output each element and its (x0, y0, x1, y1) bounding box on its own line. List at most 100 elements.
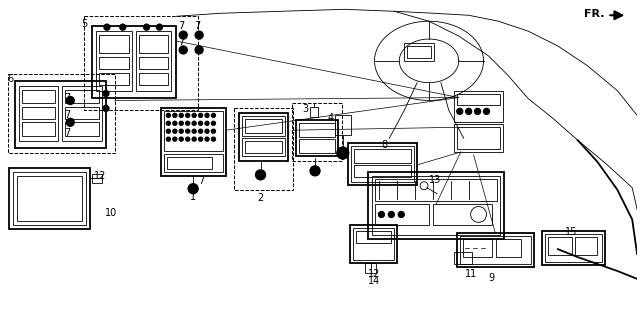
Bar (139, 57, 168, 69)
Bar (65, 90, 99, 104)
Bar (349, 225, 397, 263)
Circle shape (179, 113, 183, 117)
Circle shape (211, 137, 216, 141)
Circle shape (195, 46, 203, 54)
Text: 7: 7 (179, 37, 184, 47)
Bar (244, 119, 282, 133)
Circle shape (205, 121, 209, 125)
Bar (372, 176, 500, 235)
Text: 7: 7 (64, 128, 70, 138)
Text: 9: 9 (488, 273, 495, 283)
Circle shape (337, 147, 349, 159)
Text: FR.: FR. (584, 9, 604, 19)
Text: 1: 1 (190, 192, 196, 202)
Bar (497, 239, 521, 257)
Circle shape (188, 184, 198, 194)
Text: 5: 5 (81, 19, 88, 29)
Text: 15: 15 (564, 227, 577, 237)
Circle shape (310, 166, 320, 176)
Bar (168, 157, 212, 169)
Text: 14: 14 (369, 276, 381, 286)
Bar (92, 26, 176, 98)
Circle shape (198, 137, 203, 141)
Bar (356, 231, 391, 243)
Circle shape (143, 24, 150, 30)
Bar (62, 86, 102, 141)
Bar (296, 120, 338, 156)
Bar (9, 168, 90, 229)
Bar (19, 86, 58, 141)
Bar (463, 239, 492, 257)
Circle shape (67, 118, 74, 126)
Bar (457, 127, 500, 149)
Bar (542, 231, 605, 265)
Circle shape (388, 211, 394, 217)
Circle shape (186, 113, 189, 117)
Bar (65, 108, 99, 119)
Bar (17, 176, 82, 221)
Circle shape (173, 121, 177, 125)
Circle shape (198, 113, 203, 117)
Text: 3: 3 (302, 104, 308, 114)
Bar (242, 116, 285, 136)
Circle shape (179, 31, 188, 39)
Circle shape (166, 113, 170, 117)
Bar (22, 122, 56, 136)
Bar (548, 237, 572, 255)
Circle shape (484, 108, 490, 114)
Bar (545, 234, 602, 262)
Bar (367, 172, 504, 239)
Circle shape (192, 129, 196, 133)
Circle shape (255, 170, 266, 180)
Circle shape (186, 129, 189, 133)
Circle shape (378, 211, 385, 217)
Bar (299, 123, 335, 137)
Bar (310, 108, 318, 117)
Bar (99, 35, 129, 53)
Bar (139, 73, 168, 85)
Bar (99, 73, 129, 85)
Bar (575, 237, 596, 255)
Bar (15, 81, 106, 148)
Bar (454, 91, 503, 122)
Bar (454, 124, 503, 152)
Bar (8, 74, 115, 153)
Circle shape (475, 108, 481, 114)
Text: 7: 7 (179, 21, 184, 31)
Bar (353, 228, 394, 260)
Bar (96, 31, 132, 91)
Circle shape (120, 24, 125, 30)
Bar (433, 204, 492, 225)
Circle shape (211, 129, 216, 133)
Circle shape (398, 211, 404, 217)
Bar (13, 172, 86, 225)
Text: 7: 7 (64, 110, 70, 120)
Bar (239, 113, 288, 161)
Bar (407, 46, 431, 58)
Circle shape (205, 129, 209, 133)
Circle shape (466, 108, 472, 114)
Text: 4: 4 (328, 113, 334, 123)
Circle shape (186, 121, 189, 125)
Bar (299, 139, 335, 153)
Bar (374, 204, 429, 225)
Circle shape (198, 129, 203, 133)
Text: 10: 10 (105, 207, 117, 218)
Bar (348, 143, 417, 185)
Text: 7: 7 (198, 176, 204, 186)
Circle shape (192, 113, 196, 117)
Circle shape (103, 91, 109, 96)
Bar (234, 108, 293, 190)
Bar (365, 263, 376, 273)
Circle shape (211, 121, 216, 125)
Circle shape (457, 108, 463, 114)
Circle shape (166, 121, 170, 125)
Bar (139, 35, 168, 53)
Circle shape (211, 113, 216, 117)
Circle shape (104, 24, 110, 30)
Text: 12: 12 (94, 171, 106, 181)
Circle shape (192, 121, 196, 125)
Bar (374, 179, 497, 201)
Circle shape (195, 31, 203, 39)
Bar (404, 43, 434, 61)
